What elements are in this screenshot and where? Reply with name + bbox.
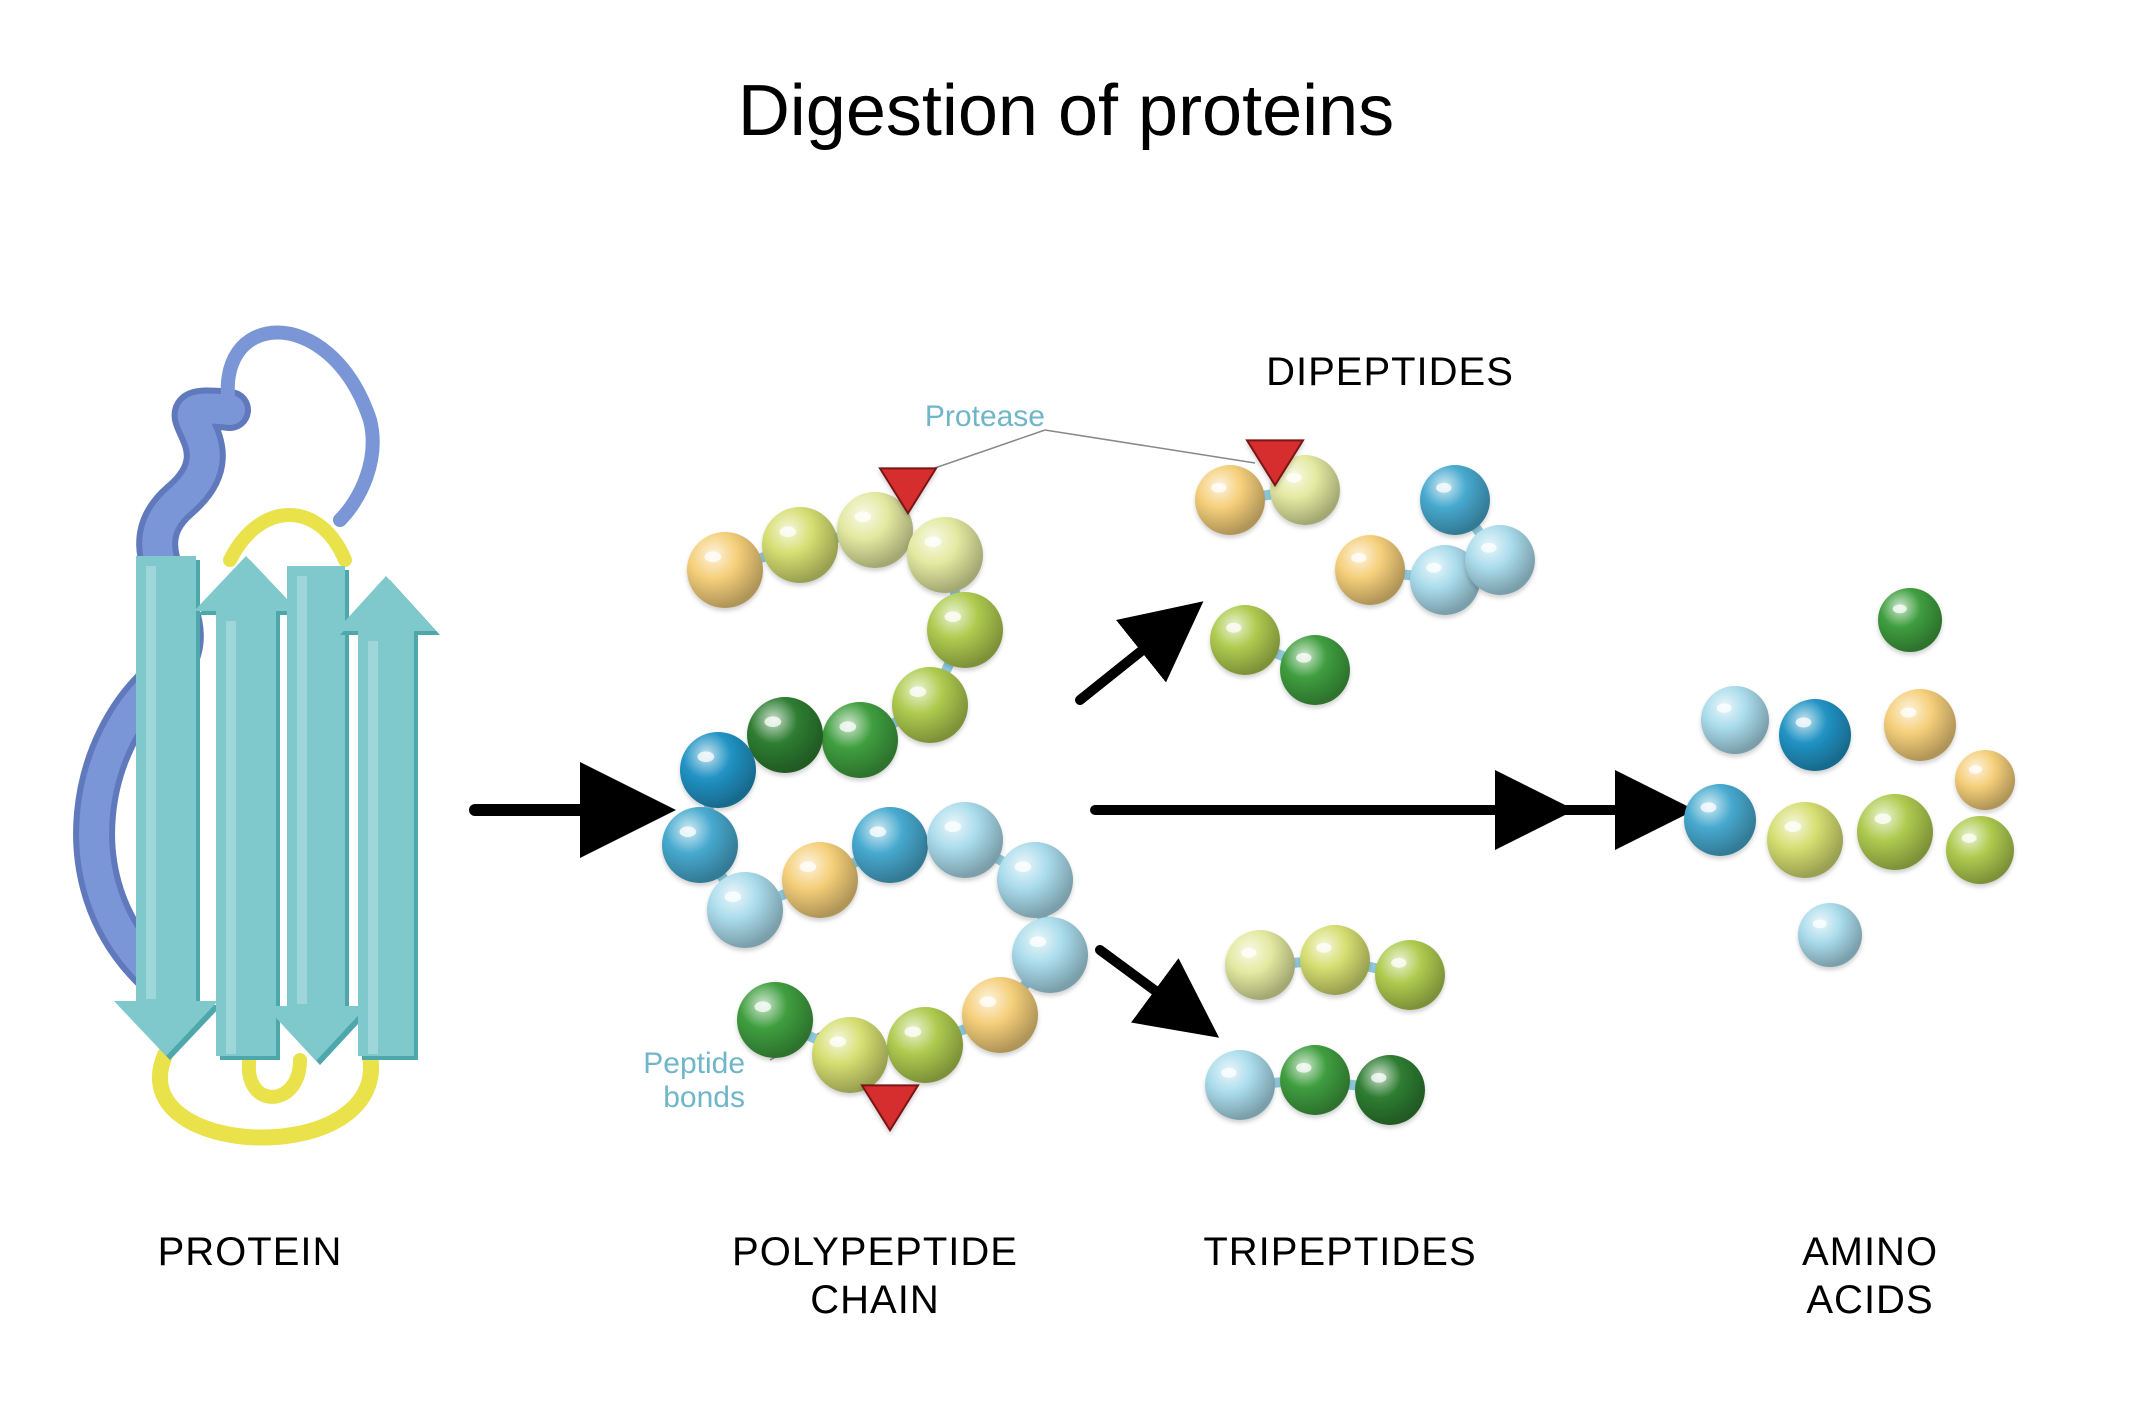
polypeptide-chain <box>662 468 1088 1130</box>
amino-acids-group <box>1684 588 2015 967</box>
dipeptides-group <box>1195 440 1535 705</box>
tripeptides-group <box>1205 925 1445 1125</box>
protein-structure <box>94 333 440 1138</box>
diagram-canvas <box>0 0 2132 1406</box>
